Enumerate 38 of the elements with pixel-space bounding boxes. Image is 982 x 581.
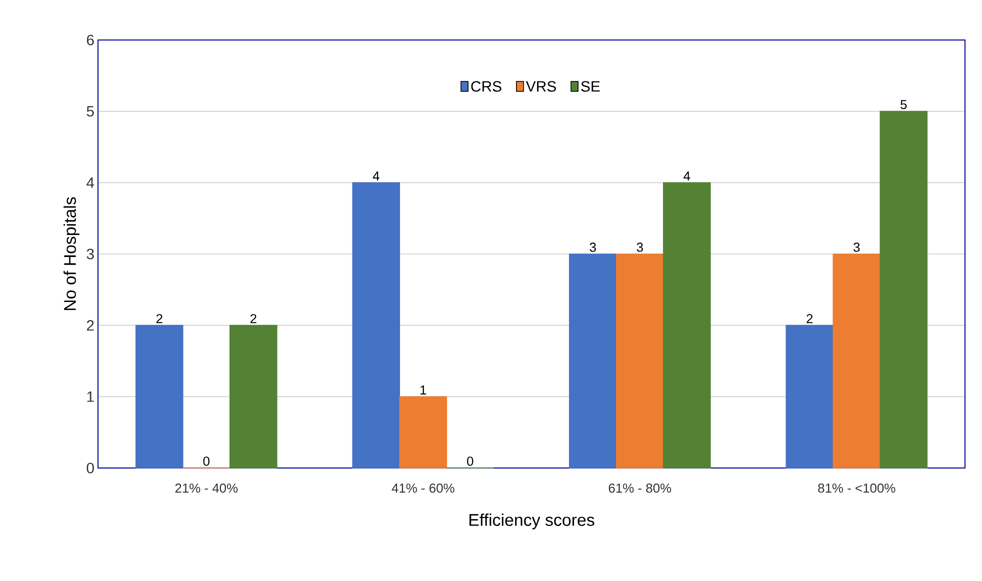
bar	[616, 254, 664, 468]
data-label: 0	[203, 456, 210, 466]
data-label: 3	[636, 242, 643, 252]
bar	[135, 324, 184, 468]
bar	[229, 324, 278, 468]
data-label: 3	[590, 242, 596, 252]
y-tick-label: 2	[86, 320, 94, 331]
y-tick-label: 5	[86, 106, 94, 117]
y-tick-label: 6	[86, 34, 94, 46]
legend-label: SE	[581, 81, 600, 92]
data-label: 2	[806, 314, 813, 324]
x-tick-label: 61% - 80%	[608, 484, 672, 493]
bar	[399, 396, 448, 468]
y-tick-label: 0	[86, 462, 94, 474]
legend-label: CRS	[471, 81, 502, 92]
data-label: 4	[372, 172, 380, 180]
data-label: 2	[156, 314, 162, 324]
bar	[832, 254, 881, 468]
data-label: 0	[467, 456, 474, 466]
data-label: 1	[420, 386, 426, 394]
y-axis-title: No of Hospitals	[64, 197, 80, 310]
data-label: 2	[250, 314, 256, 324]
bar	[352, 182, 400, 468]
data-label: 4	[684, 172, 690, 180]
bar	[786, 324, 834, 468]
bar	[662, 182, 711, 468]
bar	[568, 254, 617, 468]
legend-label: VRS	[526, 81, 556, 92]
y-tick-label: 4	[86, 178, 94, 188]
data-label: 3	[854, 242, 860, 252]
data-label: 5	[900, 100, 907, 110]
x-axis-title: Efficiency scores	[470, 514, 594, 530]
bar	[880, 110, 928, 468]
x-tick-label: 41% - 60%	[392, 484, 454, 493]
x-tick-label: 81% - <100%	[818, 484, 896, 493]
y-tick-label: 3	[86, 248, 94, 260]
x-tick-label: 21% - 40%	[175, 484, 238, 493]
y-tick-label: 1	[87, 392, 94, 402]
